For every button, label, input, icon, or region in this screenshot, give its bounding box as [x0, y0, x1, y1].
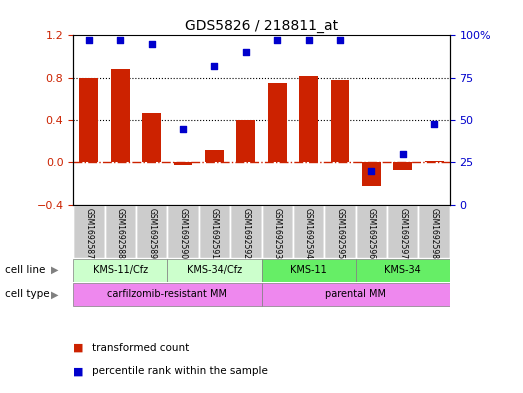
Text: KMS-34: KMS-34	[384, 265, 421, 275]
Point	[304, 37, 313, 44]
Bar	[331, 80, 349, 162]
Text: GSM1692588: GSM1692588	[116, 208, 125, 258]
Bar	[293, 205, 324, 258]
Bar	[111, 69, 130, 162]
Bar	[199, 205, 230, 258]
Point	[399, 151, 407, 157]
Bar	[299, 75, 318, 162]
Text: cell type: cell type	[5, 289, 50, 299]
Bar	[356, 205, 387, 258]
Text: ▶: ▶	[51, 265, 59, 275]
Bar	[324, 205, 356, 258]
Text: GSM1692597: GSM1692597	[398, 208, 407, 259]
Text: GSM1692589: GSM1692589	[147, 208, 156, 259]
Bar	[73, 283, 262, 306]
Text: carfilzomib-resistant MM: carfilzomib-resistant MM	[107, 289, 228, 299]
Text: parental MM: parental MM	[325, 289, 386, 299]
Text: ■: ■	[73, 343, 84, 353]
Bar	[262, 205, 293, 258]
Text: transformed count: transformed count	[92, 343, 189, 353]
Bar	[79, 78, 98, 162]
Bar	[268, 83, 287, 162]
Text: GSM1692592: GSM1692592	[241, 208, 251, 259]
Bar	[262, 259, 356, 282]
Bar	[73, 205, 105, 258]
Point	[116, 37, 124, 44]
Text: percentile rank within the sample: percentile rank within the sample	[92, 366, 267, 376]
Point	[210, 63, 219, 69]
Bar	[73, 259, 167, 282]
Text: ▶: ▶	[51, 289, 59, 299]
Text: GSM1692594: GSM1692594	[304, 208, 313, 259]
Bar	[167, 205, 199, 258]
Bar	[262, 283, 450, 306]
Bar	[393, 162, 412, 170]
Text: GSM1692590: GSM1692590	[178, 208, 188, 259]
Bar	[230, 205, 262, 258]
Text: GSM1692596: GSM1692596	[367, 208, 376, 259]
Text: KMS-11: KMS-11	[290, 265, 327, 275]
Title: GDS5826 / 218811_at: GDS5826 / 218811_at	[185, 19, 338, 33]
Bar	[362, 162, 381, 186]
Text: KMS-11/Cfz: KMS-11/Cfz	[93, 265, 148, 275]
Bar	[356, 259, 450, 282]
Text: cell line: cell line	[5, 265, 46, 275]
Bar	[174, 162, 192, 165]
Point	[179, 125, 187, 132]
Bar	[236, 120, 255, 162]
Point	[430, 120, 438, 127]
Bar	[105, 205, 136, 258]
Bar	[418, 205, 450, 258]
Bar	[387, 205, 418, 258]
Bar	[142, 113, 161, 162]
Point	[147, 41, 156, 47]
Point	[85, 37, 93, 44]
Text: GSM1692591: GSM1692591	[210, 208, 219, 259]
Text: GSM1692587: GSM1692587	[84, 208, 94, 259]
Text: ■: ■	[73, 366, 84, 376]
Text: GSM1692595: GSM1692595	[335, 208, 345, 259]
Bar	[136, 205, 167, 258]
Bar	[167, 259, 262, 282]
Bar	[205, 150, 224, 162]
Text: KMS-34/Cfz: KMS-34/Cfz	[187, 265, 242, 275]
Point	[336, 37, 344, 44]
Point	[273, 37, 281, 44]
Text: GSM1692598: GSM1692598	[429, 208, 439, 259]
Point	[242, 49, 250, 55]
Point	[367, 168, 376, 174]
Text: GSM1692593: GSM1692593	[272, 208, 282, 259]
